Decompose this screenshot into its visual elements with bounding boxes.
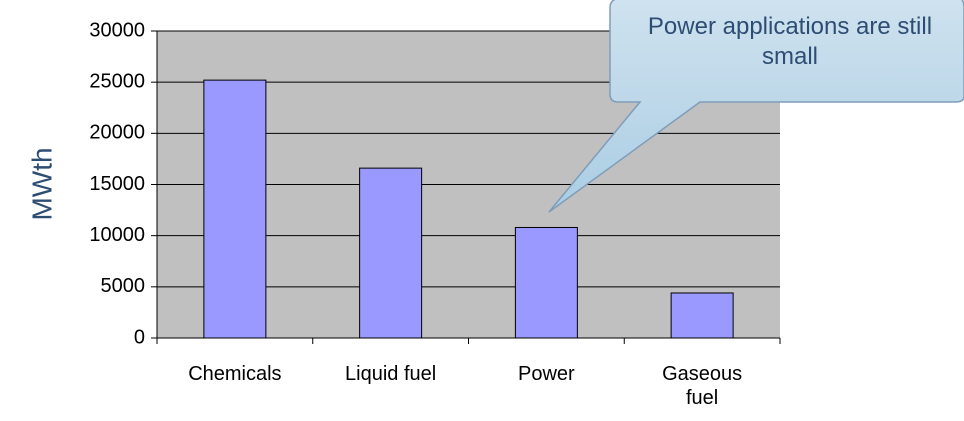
y-tick-label: 10000 <box>89 224 145 246</box>
bar <box>203 79 267 339</box>
y-tick-label: 20000 <box>89 122 145 144</box>
bar <box>670 292 734 339</box>
annotation: Power applications are still small <box>647 13 933 70</box>
bar <box>359 167 423 339</box>
y-tick-label: 30000 <box>89 19 145 41</box>
y-axis-label: MWth <box>26 147 57 220</box>
x-tick-label: Power <box>518 363 575 385</box>
y-tick-label: 0 <box>134 326 145 348</box>
x-tick-label: Gaseous fuel <box>662 363 743 409</box>
x-tick-label: Chemicals <box>188 363 282 385</box>
x-tick-label: Liquid fuel <box>345 363 437 385</box>
bar <box>514 226 578 339</box>
y-tick-label: 15000 <box>89 173 145 195</box>
y-tick-label: 25000 <box>89 70 145 92</box>
y-tick-label: 5000 <box>101 275 146 297</box>
